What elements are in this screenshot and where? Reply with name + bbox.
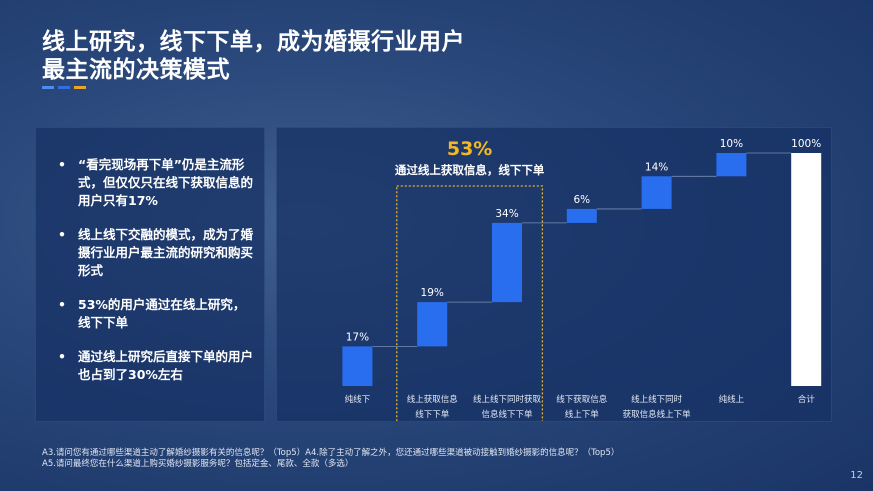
category-label: 获取信息线上下单 bbox=[623, 409, 692, 420]
category-label: 线上线下同时获取 bbox=[473, 394, 542, 405]
bar bbox=[641, 176, 672, 209]
page-title: 线上研究，线下下单，成为婚摄行业用户 最主流的决策模式 bbox=[42, 28, 465, 84]
category-label: 线上下单 bbox=[565, 409, 600, 420]
data-label: 100% bbox=[791, 138, 821, 150]
footnote-line-1: A3.请问您有通过哪些渠道主动了解婚纱摄影有关的信息呢？（Top5）A4.除了主… bbox=[42, 448, 620, 458]
title-line-1: 线上研究，线下下单，成为婚摄行业用户 bbox=[42, 29, 465, 55]
accent-dash-1 bbox=[42, 86, 54, 89]
category-label: 信息线下下单 bbox=[481, 409, 533, 420]
category-label: 纯线上 bbox=[719, 394, 745, 405]
bar bbox=[791, 153, 822, 386]
title-accent-bar bbox=[42, 86, 86, 89]
title-line-2: 最主流的决策模式 bbox=[42, 57, 230, 83]
highlight-box bbox=[396, 185, 544, 421]
category-label: 纯线下 bbox=[345, 394, 371, 405]
accent-dash-2 bbox=[58, 86, 70, 89]
bar bbox=[716, 153, 747, 177]
bar bbox=[342, 346, 373, 386]
chart-panel: 53% 通过线上获取信息，线下下单 17% 纯线下 19% 线上获取信息 线下下单 34% 线上… bbox=[276, 127, 832, 422]
bar bbox=[492, 222, 522, 303]
data-label: 10% bbox=[720, 138, 743, 150]
insight-item: “看完现场再下单”仍是主流形式，但仅仅只在线下获取信息的用户只有17% bbox=[56, 156, 256, 210]
annotation-value: 53% bbox=[447, 138, 492, 160]
category-label: 线下下单 bbox=[415, 409, 450, 420]
category-label: 线上线下同时 bbox=[631, 394, 683, 405]
insight-item: 线上线下交融的模式，成为了婚摄行业用户最主流的研究和购买形式 bbox=[56, 226, 256, 280]
accent-dash-3 bbox=[74, 86, 86, 89]
data-label: 17% bbox=[346, 331, 369, 343]
category-label: 合计 bbox=[798, 394, 816, 405]
data-label: 34% bbox=[495, 208, 518, 220]
category-label: 线下获取信息 bbox=[556, 394, 608, 405]
insights-panel: “看完现场再下单”仍是主流形式，但仅仅只在线下获取信息的用户只有17% 线上线下… bbox=[35, 127, 265, 422]
data-label: 19% bbox=[421, 287, 444, 299]
category-label: 线上获取信息 bbox=[407, 394, 459, 405]
data-label: 6% bbox=[573, 194, 590, 206]
footnote-line-2: A5.请问最终您在什么渠道上购买婚纱摄影服务呢？包括定金、尾款、全款（多选） bbox=[42, 459, 354, 469]
insight-item: 通过线上研究后直接下单的用户也占到了30%左右 bbox=[56, 348, 256, 384]
bar bbox=[566, 208, 597, 223]
insights-list: “看完现场再下单”仍是主流形式，但仅仅只在线下获取信息的用户只有17% 线上线下… bbox=[56, 156, 256, 400]
page-number: 12 bbox=[850, 470, 863, 481]
annotation-text: 通过线上获取信息，线下下单 bbox=[395, 163, 545, 177]
bar bbox=[417, 302, 448, 347]
footnote: A3.请问您有通过哪些渠道主动了解婚纱摄影有关的信息呢？（Top5）A4.除了主… bbox=[42, 448, 619, 470]
data-label: 14% bbox=[645, 161, 668, 173]
insight-item: 53%的用户通过在线上研究，线下下单 bbox=[56, 296, 256, 332]
